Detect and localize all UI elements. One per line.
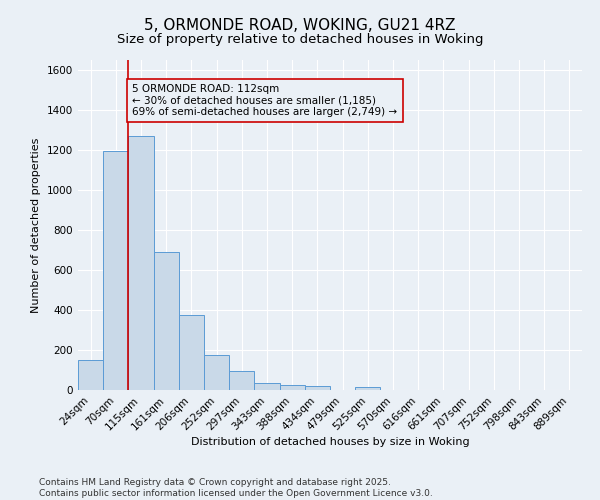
Bar (280, 385, 305, 390)
Bar (355, 387, 380, 390)
Bar (254, 383, 280, 390)
Y-axis label: Number of detached properties: Number of detached properties (31, 138, 41, 312)
Text: 5 ORMONDE ROAD: 112sqm
← 30% of detached houses are smaller (1,185)
69% of semi-: 5 ORMONDE ROAD: 112sqm ← 30% of detached… (132, 84, 397, 117)
Text: Size of property relative to detached houses in Woking: Size of property relative to detached ho… (117, 32, 483, 46)
Bar (229, 372, 254, 390)
Bar (154, 252, 179, 390)
Text: 5, ORMONDE ROAD, WOKING, GU21 4RZ: 5, ORMONDE ROAD, WOKING, GU21 4RZ (144, 18, 456, 32)
Text: Contains HM Land Registry data © Crown copyright and database right 2025.
Contai: Contains HM Land Registry data © Crown c… (39, 478, 433, 498)
X-axis label: Distribution of detached houses by size in Woking: Distribution of detached houses by size … (191, 438, 469, 448)
Bar (204, 355, 229, 390)
Bar (305, 386, 330, 390)
Bar (103, 151, 128, 390)
Bar (179, 315, 204, 390)
Bar (128, 136, 154, 390)
Bar (78, 360, 103, 390)
